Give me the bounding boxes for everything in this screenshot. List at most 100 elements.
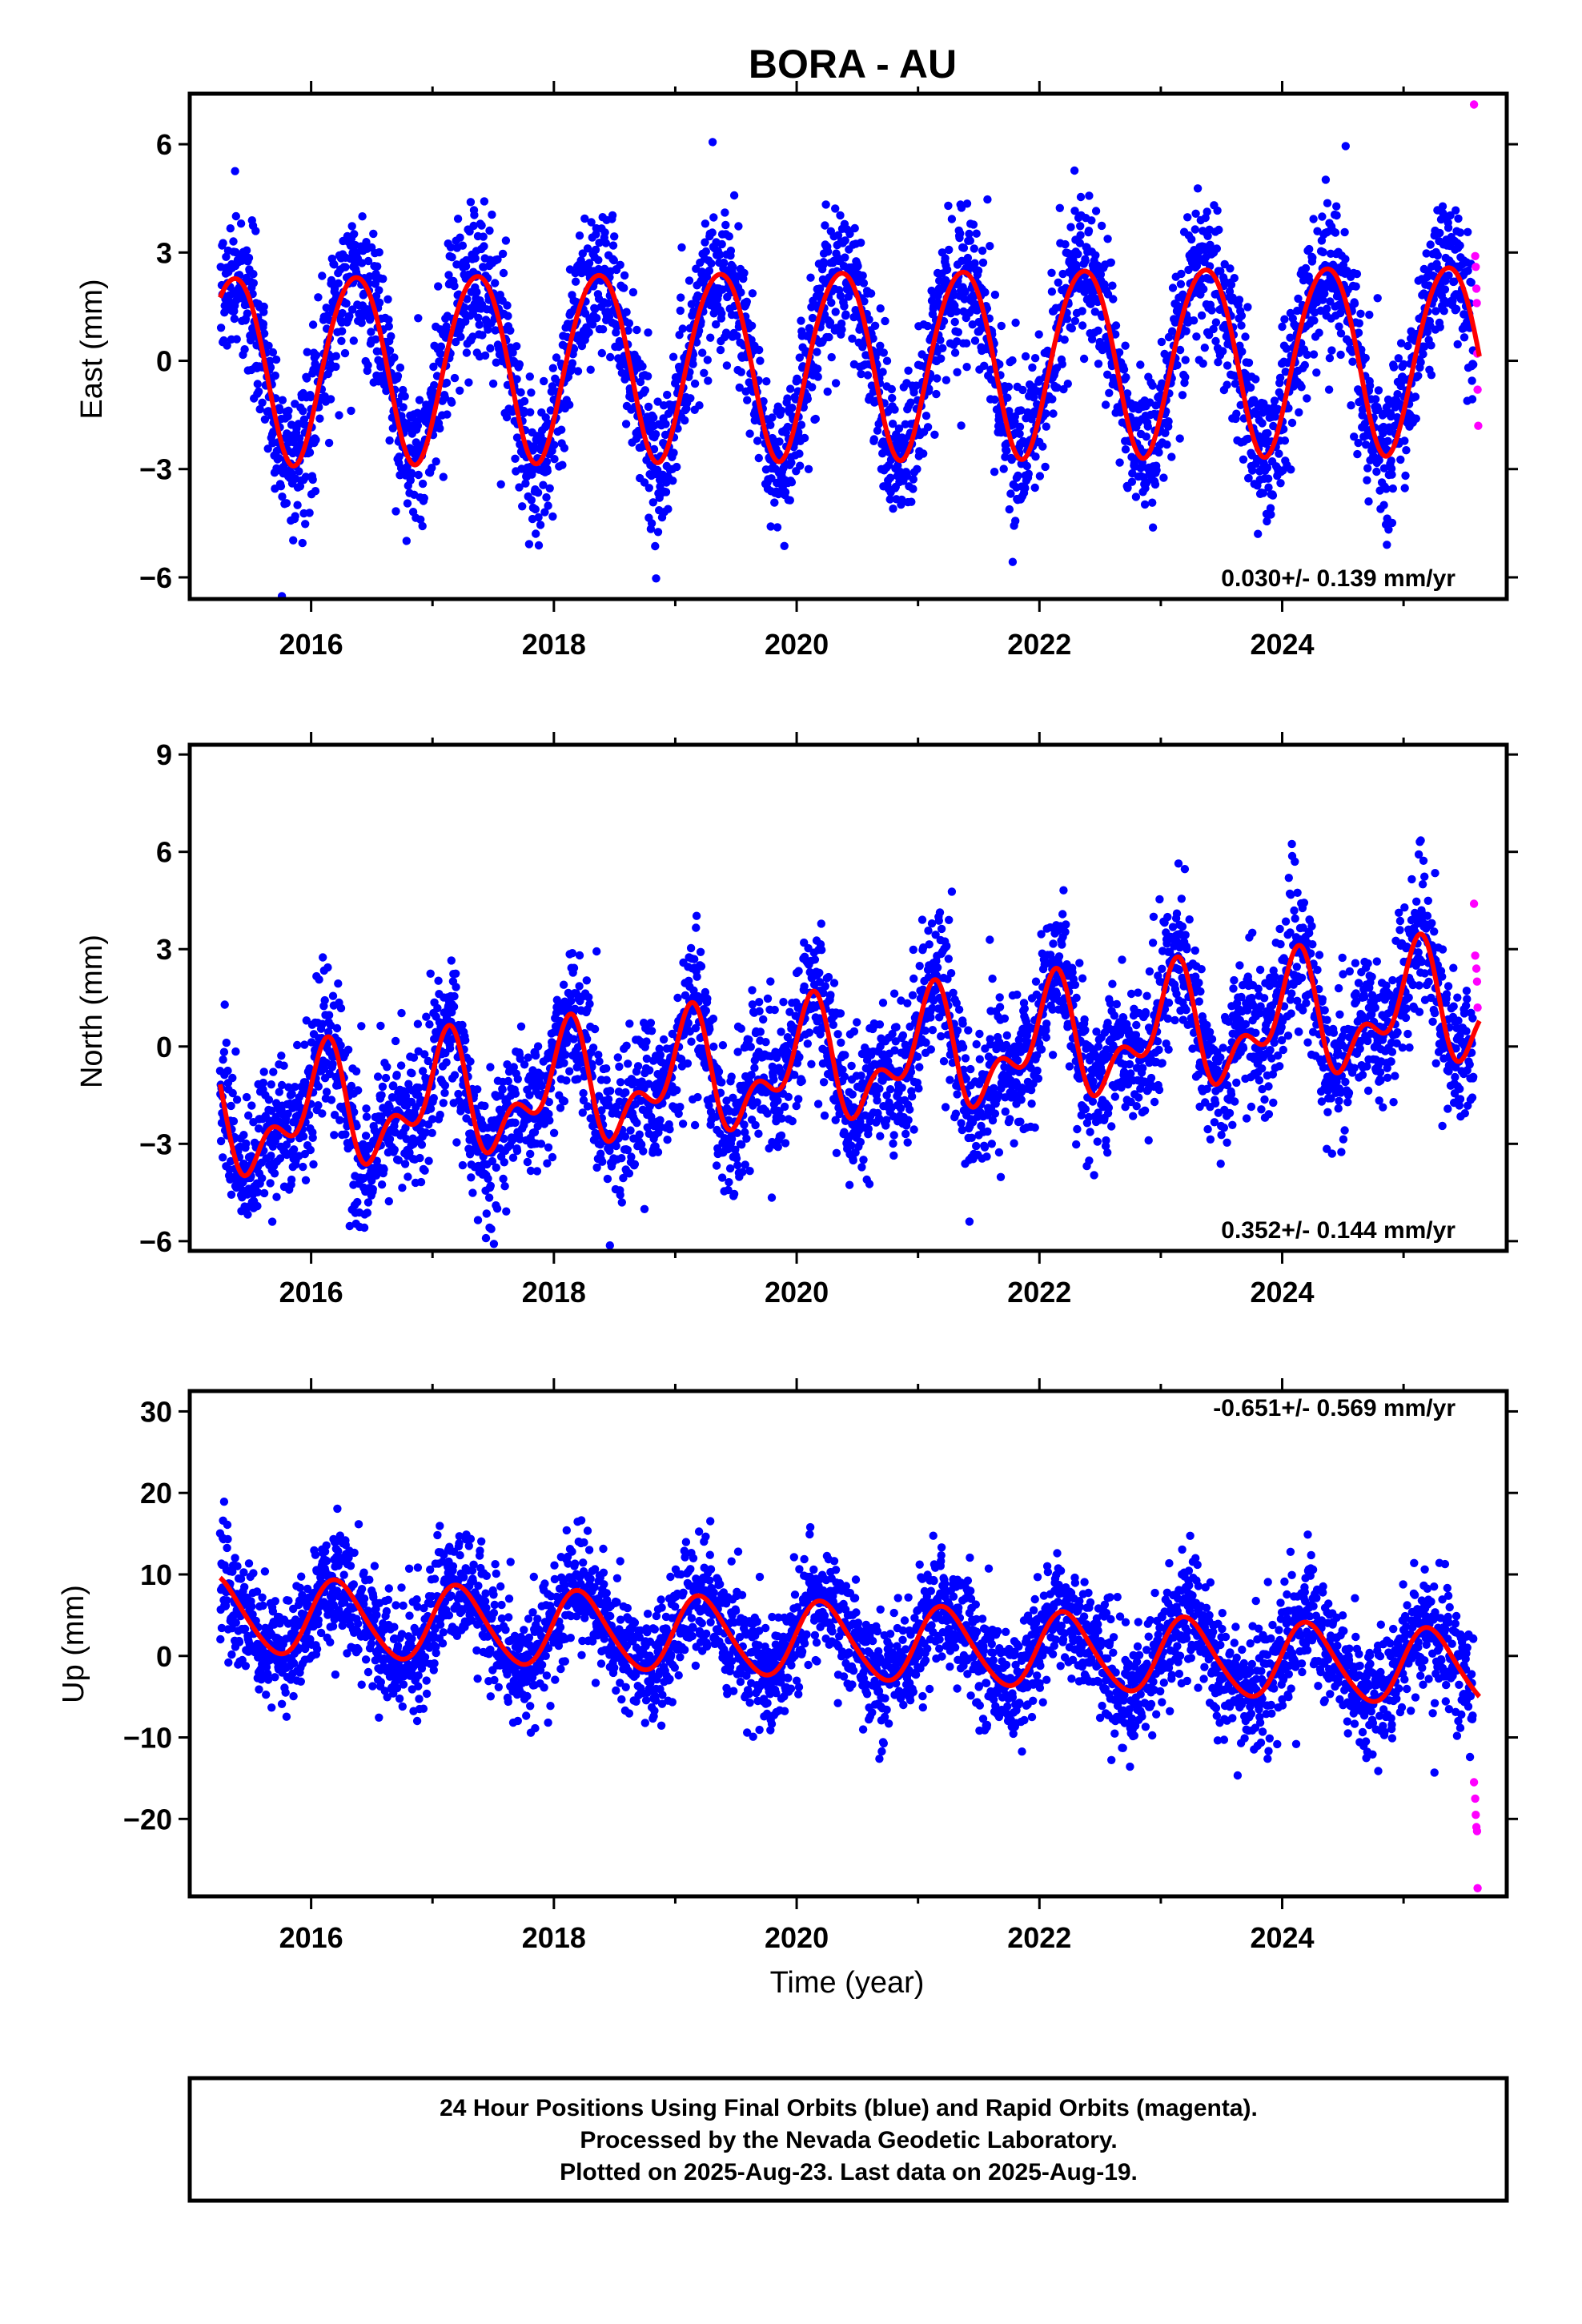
data-point	[604, 1095, 613, 1104]
data-point	[606, 352, 615, 362]
data-point	[1268, 491, 1278, 500]
data-point	[1136, 360, 1145, 369]
data-point	[1332, 202, 1341, 211]
data-point	[456, 233, 464, 242]
data-point	[753, 436, 762, 445]
data-point	[1435, 323, 1444, 332]
data-point	[705, 266, 714, 275]
data-point	[648, 498, 657, 507]
data-point	[1327, 346, 1336, 355]
data-point	[1332, 211, 1341, 220]
data-point	[1191, 225, 1200, 234]
data-point	[1115, 458, 1124, 467]
data-point	[488, 210, 496, 219]
data-point	[793, 374, 801, 383]
data-point	[479, 232, 488, 241]
data-point	[569, 963, 579, 972]
data-point	[626, 1126, 635, 1135]
rapid-point	[1469, 100, 1479, 109]
data-point	[962, 199, 972, 208]
data-point	[640, 478, 649, 487]
data-point	[461, 317, 470, 326]
data-point	[513, 1075, 522, 1084]
data-point	[1076, 231, 1085, 239]
data-point	[653, 528, 663, 537]
data-point	[526, 408, 535, 416]
y-tick-label: 0	[156, 345, 172, 378]
data-point	[227, 1101, 235, 1111]
data-point	[811, 414, 820, 424]
data-point	[444, 271, 453, 279]
data-point	[539, 480, 548, 489]
data-point	[1097, 221, 1106, 231]
data-point	[266, 356, 275, 365]
data-point	[990, 395, 999, 404]
data-point	[1175, 434, 1184, 443]
data-point	[440, 1081, 450, 1090]
data-point	[644, 328, 652, 337]
data-point	[1181, 356, 1190, 364]
data-point	[604, 299, 612, 308]
data-point	[695, 401, 704, 410]
data-point	[406, 476, 415, 485]
data-point	[540, 508, 549, 517]
data-point	[640, 1204, 649, 1214]
data-point	[258, 398, 267, 407]
east-axis-label: East (mm)	[75, 279, 109, 419]
data-point	[260, 415, 270, 424]
data-point	[338, 327, 347, 336]
data-point	[377, 1180, 387, 1189]
data-point	[461, 262, 471, 271]
data-point	[885, 495, 894, 504]
data-point	[643, 372, 652, 380]
data-point	[251, 227, 260, 235]
data-point	[1148, 381, 1157, 390]
data-point	[620, 271, 629, 280]
data-point	[591, 245, 600, 255]
data-point	[467, 1173, 476, 1182]
data-point	[322, 304, 331, 312]
data-point	[336, 1003, 346, 1013]
rapid-point	[1472, 299, 1481, 308]
data-point	[341, 263, 350, 271]
data-point	[568, 359, 577, 368]
data-point	[502, 1207, 511, 1216]
data-point	[1319, 247, 1327, 257]
data-point	[220, 1000, 229, 1009]
data-point	[876, 304, 885, 313]
data-point	[1336, 350, 1345, 360]
data-point	[1005, 407, 1014, 416]
data-point	[1004, 382, 1014, 392]
data-point	[242, 1139, 251, 1148]
data-point	[978, 246, 987, 255]
data-point	[486, 344, 495, 353]
data-point	[379, 275, 387, 283]
data-point	[439, 472, 448, 481]
data-point	[383, 295, 392, 304]
data-point	[1309, 350, 1319, 359]
data-point	[1131, 493, 1141, 501]
data-point	[709, 213, 718, 222]
data-point	[1008, 356, 1017, 365]
data-point	[504, 312, 512, 320]
data-point	[299, 1162, 307, 1172]
data-point	[223, 341, 231, 350]
data-point	[656, 1051, 665, 1059]
data-point	[418, 521, 427, 531]
data-point	[990, 468, 999, 476]
data-point	[324, 438, 334, 448]
data-point	[447, 956, 456, 965]
data-point	[381, 1073, 391, 1083]
data-point	[319, 953, 327, 962]
data-point	[1223, 361, 1232, 370]
data-point	[701, 247, 710, 256]
data-point	[485, 226, 494, 235]
data-point	[379, 1165, 388, 1174]
data-point	[1238, 347, 1247, 356]
data-point	[363, 1208, 371, 1217]
data-point	[532, 1051, 540, 1060]
data-point	[450, 1071, 460, 1080]
data-point	[1324, 385, 1334, 394]
data-point	[972, 229, 981, 238]
data-point	[408, 1069, 416, 1078]
